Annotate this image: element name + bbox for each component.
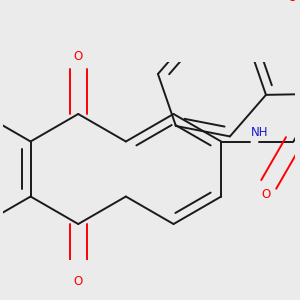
Text: O: O <box>287 0 297 4</box>
Text: O: O <box>261 188 270 201</box>
Text: O: O <box>74 274 83 288</box>
Text: O: O <box>74 50 83 63</box>
Text: NH: NH <box>251 126 268 139</box>
